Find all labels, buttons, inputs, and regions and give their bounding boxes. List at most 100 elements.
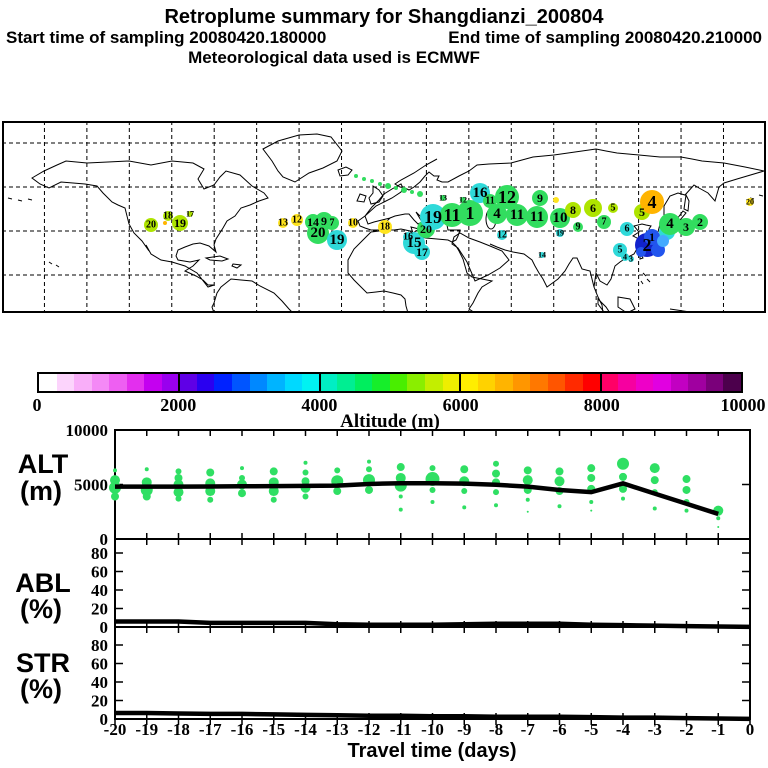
- plume-circle: [506, 204, 528, 226]
- plume-circle: [378, 182, 382, 186]
- plume-circle: [307, 222, 329, 244]
- y-tick-label: 5000: [74, 476, 108, 495]
- plume-circle: [556, 229, 564, 237]
- plume-circle-label: 4: [623, 253, 627, 262]
- colorbar-tick-label: 0: [32, 395, 42, 415]
- plume-circle: [144, 218, 158, 232]
- colorbar-divider: [318, 372, 321, 393]
- x-tick-label: -13: [326, 720, 349, 739]
- plume-circle-label: 5: [639, 205, 645, 219]
- alt-scatter-point: [716, 516, 721, 521]
- plume-circle: [163, 221, 167, 225]
- alt-scatter-point: [334, 467, 341, 474]
- alt-scatter-point: [554, 476, 565, 487]
- alt-scatter-point: [684, 508, 689, 513]
- colorbar-segment: [582, 374, 601, 391]
- colorbar-segment: [179, 374, 197, 391]
- plume-circle-label: 9: [576, 222, 581, 233]
- alt-scatter-point: [396, 463, 405, 472]
- map-border: [2, 121, 766, 313]
- plume-circle: [414, 244, 430, 260]
- alt-scatter-point: [429, 465, 436, 472]
- colorbar-segment: [214, 374, 233, 391]
- colorbar-divider: [600, 372, 603, 393]
- plume-circle-label: 12: [498, 187, 516, 207]
- colorbar-segment: [372, 374, 390, 391]
- colorbar-segment: [249, 374, 268, 391]
- colorbar-segment: [477, 374, 496, 391]
- colorbar-tick-label: 4000: [301, 395, 338, 415]
- plume-circle-label: 4: [648, 192, 657, 212]
- alt-axis-title: ALT: [18, 449, 69, 479]
- plume-circle-label: 3: [629, 255, 633, 264]
- alt-mean-line: [115, 480, 719, 517]
- y-tick-label: 20: [91, 600, 108, 619]
- plume-circle: [659, 213, 681, 235]
- plume-circle-label: 11: [443, 205, 460, 225]
- y-tick-label: 20: [91, 692, 108, 711]
- plume-circle-label: 14: [307, 215, 319, 229]
- plume-circle: [526, 206, 548, 228]
- plume-circle: [457, 200, 483, 226]
- colorbar-segment: [723, 374, 741, 391]
- colorbar-segment: [653, 374, 671, 391]
- colorbar-segment: [91, 374, 110, 391]
- alt-scatter-point: [682, 485, 691, 494]
- colorbar-segment: [302, 374, 320, 391]
- plume-circle-label: 20: [146, 220, 156, 231]
- colorbar-divider: [177, 372, 180, 393]
- alt-scatter-point: [492, 469, 500, 478]
- plume-circle-label: 11: [510, 207, 524, 223]
- y-tick-label: 0: [100, 618, 109, 637]
- plume-circle-label: 12: [292, 215, 302, 226]
- alt-scatter-point: [269, 467, 278, 476]
- y-tick-label: 0: [100, 530, 109, 549]
- x-tick-label: -12: [358, 720, 381, 739]
- alt-scatter-point: [430, 499, 435, 504]
- alt-scatter-point: [462, 505, 467, 510]
- alt-scatter-point: [268, 486, 279, 497]
- alt-scatter-point: [111, 492, 119, 501]
- plume-circle: [325, 216, 339, 230]
- plume-circle: [636, 247, 646, 257]
- plume-circle-label: 10: [553, 210, 568, 226]
- plume-circle: [565, 202, 581, 218]
- alt-scatter-point: [587, 464, 596, 473]
- x-tick-label: -17: [199, 720, 222, 739]
- plume-circle: [644, 229, 660, 245]
- plume-circle-label: 13: [439, 194, 447, 203]
- plume-circle: [394, 186, 398, 190]
- colorbar-segment: [618, 374, 636, 391]
- plume-circle: [532, 190, 548, 206]
- page-title: Retroplume summary for Shangdianzi_20080…: [164, 6, 604, 28]
- abl-panel-line: [115, 619, 751, 630]
- plume-circle-label: 12: [459, 196, 467, 205]
- plume-circle-label: 3: [683, 220, 689, 234]
- alt-scatter-point: [525, 497, 530, 502]
- alt-scatter-point: [494, 503, 498, 508]
- plume-circle-label: 2: [643, 235, 652, 255]
- y-tick-label: 40: [91, 581, 108, 600]
- plume-circle: [362, 177, 366, 181]
- plume-circle: [584, 199, 602, 217]
- plume-circle: [620, 222, 634, 236]
- plume-circle-label: 13: [278, 218, 288, 229]
- colorbar-tick-label: 2000: [160, 395, 197, 415]
- plume-circle: [657, 235, 669, 247]
- alt-scatter-point: [367, 459, 371, 464]
- alt-scatter-point: [522, 475, 533, 486]
- colorbar-segment: [161, 374, 180, 391]
- plume-circle: [385, 183, 391, 189]
- plume-circle-label: 18: [380, 222, 390, 233]
- plume-circle-label: 9: [537, 191, 543, 205]
- alt-scatter-point: [398, 494, 403, 499]
- plume-circle: [187, 211, 193, 217]
- x-tick-label: -6: [552, 720, 566, 739]
- x-tick-label: -20: [104, 720, 127, 739]
- alt-scatter-point: [173, 487, 184, 498]
- alt-scatter-point: [621, 496, 625, 501]
- x-tick-label: -19: [135, 720, 158, 739]
- plume-circle-label: 10: [348, 218, 358, 229]
